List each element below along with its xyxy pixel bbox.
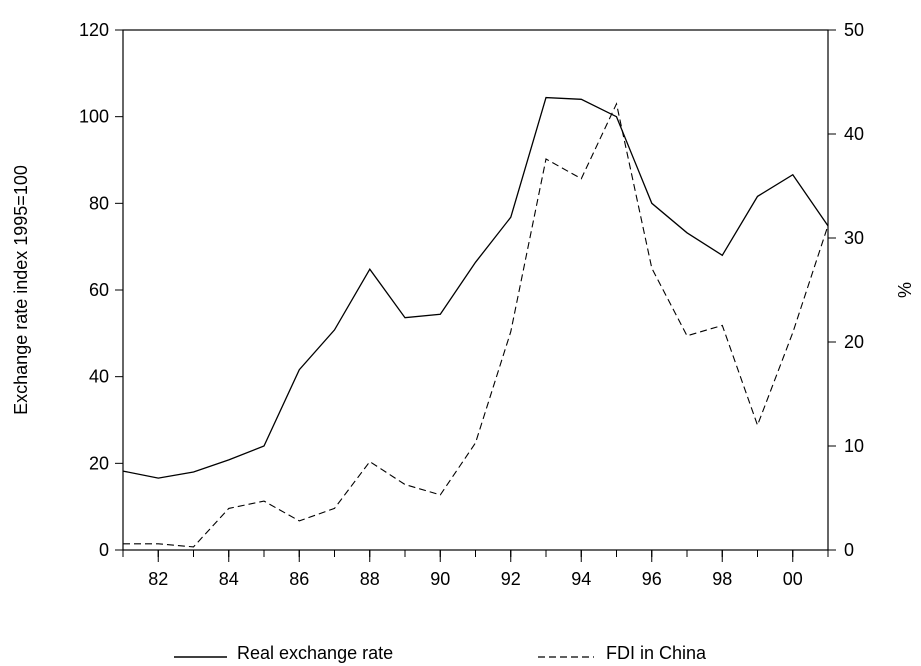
legend: Real exchange rate FDI in China — [174, 643, 707, 663]
left-y-axis-ticks — [115, 29, 123, 551]
left-y-tick-label: 60 — [89, 280, 109, 300]
x-tick-label: 96 — [642, 569, 662, 589]
x-tick-label: 86 — [289, 569, 309, 589]
right-y-tick-label: 30 — [844, 228, 864, 248]
x-tick-label: 84 — [219, 569, 239, 589]
left-y-tick-label: 80 — [89, 193, 109, 213]
right-y-tick-label: 20 — [844, 332, 864, 352]
left-y-tick-label: 0 — [99, 540, 109, 560]
x-axis-ticks — [122, 550, 829, 562]
right-y-axis-ticks — [828, 29, 836, 551]
left-y-axis-tick-labels: 0 20 40 60 80 100 120 — [79, 20, 109, 560]
x-tick-label: 94 — [571, 569, 591, 589]
x-tick-label: 82 — [148, 569, 168, 589]
plot-frame — [122, 29, 829, 551]
left-y-tick-label: 20 — [89, 453, 109, 473]
right-y-tick-label: 50 — [844, 20, 864, 40]
left-y-axis-label: Exchange rate index 1995=100 — [11, 165, 31, 415]
right-y-tick-label: 0 — [844, 540, 854, 560]
right-y-tick-label: 40 — [844, 124, 864, 144]
x-axis-tick-labels: 82 84 86 88 90 92 94 96 98 00 — [148, 569, 803, 589]
x-tick-label: 88 — [360, 569, 380, 589]
legend-label-real-exchange-rate: Real exchange rate — [237, 643, 393, 663]
right-y-axis-tick-labels: 0 10 20 30 40 50 — [844, 20, 864, 560]
right-y-axis-label: % — [895, 282, 915, 298]
x-tick-label: 98 — [712, 569, 732, 589]
legend-label-fdi-in-china: FDI in China — [606, 643, 707, 663]
left-y-tick-label: 40 — [89, 367, 109, 387]
x-tick-label: 90 — [430, 569, 450, 589]
left-y-tick-label: 120 — [79, 20, 109, 40]
series-line-real-exchange-rate — [122, 96, 829, 479]
x-tick-label: 92 — [501, 569, 521, 589]
left-y-tick-label: 100 — [79, 107, 109, 127]
series-line-fdi-in-china — [123, 102, 829, 548]
right-y-tick-label: 10 — [844, 436, 864, 456]
x-tick-label: 00 — [783, 569, 803, 589]
